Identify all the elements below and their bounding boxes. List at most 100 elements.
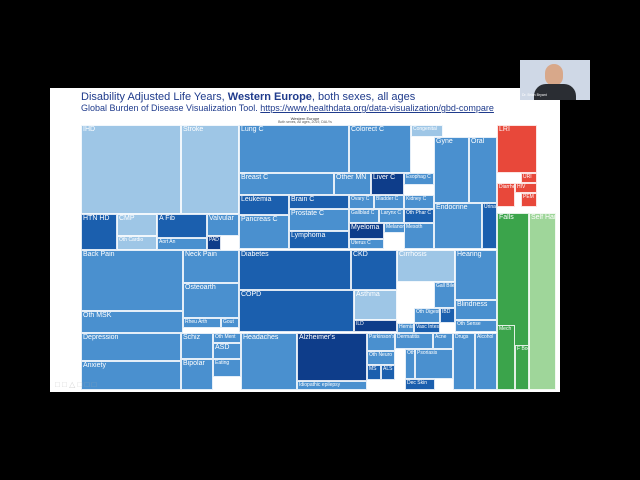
treemap-cell-alcohol[interactable]: Alcohol xyxy=(475,333,497,390)
treemap-cell-ckd[interactable]: CKD xyxy=(351,250,397,290)
treemap-label-acne: Acne xyxy=(435,334,447,340)
treemap-cell-parkinsons[interactable]: Parkinson's xyxy=(367,333,395,351)
treemap-cell-ovaryc[interactable]: Ovary C xyxy=(349,195,374,209)
treemap-cell-backpain[interactable]: Back Pain xyxy=(81,250,183,311)
treemap-cell-diarrhea[interactable]: Diarrhea xyxy=(497,183,515,207)
treemap-cell-larynxc[interactable]: Larynx C xyxy=(379,209,404,223)
treemap-cell-congenital[interactable]: Congenital xyxy=(411,125,443,137)
treemap-cell-oral[interactable]: Oral xyxy=(469,137,497,203)
treemap-cell-ihd[interactable]: IHD xyxy=(81,125,181,214)
treemap-cell-hearing[interactable]: Hearing xyxy=(455,250,497,300)
source-link[interactable]: https://www.healthdata.org/data-visualiz… xyxy=(260,103,494,113)
treemap-cell-depression[interactable]: Depression xyxy=(81,333,181,361)
treemap-label-diarrhea: Diarrhea xyxy=(499,184,514,190)
treemap-cell-pad[interactable]: PAD xyxy=(207,236,221,250)
presenter-head xyxy=(545,64,563,86)
treemap-label-decskin: Dec Skin xyxy=(407,380,428,386)
treemap-cell-colorectc[interactable]: Colorect C xyxy=(349,125,411,173)
treemap-cell-dermatitis[interactable]: Dermatitis xyxy=(395,333,433,349)
treemap-cell-uterusc[interactable]: Uterus C xyxy=(349,239,384,249)
slide-subtitle: Global Burden of Disease Visualization T… xyxy=(81,103,494,113)
treemap-cell-endocrine[interactable]: Endocrine xyxy=(434,203,482,249)
treemap-cell-diabetes[interactable]: Diabetes xyxy=(239,250,351,290)
treemap-cell-lymphoma[interactable]: Lymphoma xyxy=(289,231,349,249)
treemap-cell-anxiety[interactable]: Anxiety xyxy=(81,361,181,390)
treemap-cell-gyne[interactable]: Gyne xyxy=(434,137,469,203)
treemap-cell-valvular[interactable]: Valvular xyxy=(207,214,239,236)
treemap-cell-asd[interactable]: ASD xyxy=(213,343,241,359)
treemap-cell-gallbile[interactable]: Gall Bile xyxy=(434,282,455,308)
treemap-cell-als[interactable]: ALS xyxy=(381,365,395,380)
treemap-cell-pem[interactable]: PEM xyxy=(521,193,537,207)
treemap-cell-leukemia[interactable]: Leukemia xyxy=(239,195,289,215)
treemap-label-colorectc: Colorect C xyxy=(351,126,385,133)
treemap-cell-othskin[interactable]: Oth Skin xyxy=(405,349,415,379)
treemap-cell-ild[interactable]: ILD xyxy=(354,320,397,332)
treemap-cell-cmp[interactable]: CMP xyxy=(117,214,157,236)
treemap-cell-othneuro[interactable]: Oth Neuro xyxy=(367,351,395,365)
treemap-cell-esophagc[interactable]: Esophag C xyxy=(404,173,434,185)
treemap-cell-aortan[interactable]: Aort An xyxy=(157,238,207,250)
treemap-cell-headaches[interactable]: Headaches xyxy=(241,333,297,390)
treemap-cell-othment[interactable]: Oth Ment xyxy=(213,333,241,343)
treemap-cell-mech[interactable]: Mech xyxy=(497,325,515,390)
treemap-cell-gout[interactable]: Gout xyxy=(221,318,239,328)
treemap-cell-selfharm[interactable]: Self Harm xyxy=(529,213,556,390)
treemap-cell-prostatec[interactable]: Prostate C xyxy=(289,209,349,231)
treemap-cell-asthma[interactable]: Asthma xyxy=(354,290,397,320)
treemap-cell-idiopathicepilepsy[interactable]: Idiopathic epilepsy xyxy=(297,381,367,390)
treemap-cell-kidneyc[interactable]: Kidney C xyxy=(404,195,434,209)
treemap-cell-liverc[interactable]: Liver C xyxy=(371,173,404,195)
treemap-label-headaches: Headaches xyxy=(243,334,279,341)
treemap-cell-acne[interactable]: Acne xyxy=(433,333,453,349)
treemap-cell-myeloma[interactable]: Myeloma xyxy=(349,223,384,239)
treemap-cell-pancreasc[interactable]: Pancreas C xyxy=(239,215,289,249)
treemap-cell-othdigest[interactable]: Oth Digest xyxy=(414,308,440,323)
treemap-label-pancreasc: Pancreas C xyxy=(241,216,278,223)
treemap-chart: IHD Stroke Lung C Colorect C Congenital HTN H… xyxy=(81,125,556,390)
treemap-cell-othpharyc[interactable]: Oth Phar C xyxy=(404,209,434,223)
treemap-cell-stroke[interactable]: Stroke xyxy=(181,125,239,214)
treemap-cell-eating[interactable]: Eating xyxy=(213,359,241,377)
treemap-cell-afib[interactable]: A Fib xyxy=(157,214,207,238)
treemap-cell-psoriasis[interactable]: Psoriasis xyxy=(415,349,453,379)
treemap-cell-rheuarth[interactable]: Rheu Arth xyxy=(183,318,221,328)
treemap-label-congenital: Congenital xyxy=(413,126,437,132)
treemap-label-othneuro: Oth Neuro xyxy=(369,352,393,358)
treemap-cell-othmsk[interactable]: Oth MSK xyxy=(81,311,183,333)
treemap-cell-neckpain[interactable]: Neck Pain xyxy=(183,250,239,283)
treemap-cell-decskin[interactable]: Dec Skin xyxy=(405,379,435,390)
treemap-label-gyne: Gyne xyxy=(436,138,453,145)
treemap-label-pem: PEM xyxy=(523,194,534,200)
treemap-cell-breastc[interactable]: Breast C xyxy=(239,173,334,195)
treemap-cell-blindness[interactable]: Blindness xyxy=(455,300,497,320)
treemap-cell-copd[interactable]: COPD xyxy=(239,290,354,332)
treemap-label-htnhd: HTN HD xyxy=(83,215,110,222)
treemap-cell-hernia[interactable]: Hernia xyxy=(397,323,414,333)
treemap-cell-ms[interactable]: MS xyxy=(367,365,381,380)
treemap-cell-othermn[interactable]: Other MN xyxy=(334,173,371,195)
treemap-cell-bladderc[interactable]: Bladder C xyxy=(374,195,404,209)
treemap-cell-ibd[interactable]: IBD xyxy=(440,308,455,323)
treemap-cell-osteoarth[interactable]: Osteoarth xyxy=(183,283,239,318)
treemap-cell-uri[interactable]: URI xyxy=(521,173,537,183)
treemap-cell-alzheimers[interactable]: Alzheimer's xyxy=(297,333,367,381)
treemap-cell-schiz[interactable]: Schiz xyxy=(181,333,213,359)
treemap-cell-mesoth[interactable]: Mesoth xyxy=(404,223,434,249)
treemap-cell-htnhd[interactable]: HTN HD xyxy=(81,214,117,250)
treemap-cell-drugs[interactable]: Drugs xyxy=(453,333,475,390)
treemap-cell-bipolar[interactable]: Bipolar xyxy=(181,359,213,390)
treemap-cell-othsense[interactable]: Oth Sense xyxy=(455,320,497,332)
treemap-cell-urinary[interactable]: Urinary xyxy=(482,203,497,249)
treemap-cell-cirrhosis[interactable]: Cirrhosis xyxy=(397,250,455,282)
treemap-cell-lri[interactable]: LRI xyxy=(497,125,537,173)
subtitle-text: Global Burden of Disease Visualization T… xyxy=(81,103,261,113)
treemap-cell-lungc[interactable]: Lung C xyxy=(239,125,349,173)
treemap-label-ild: ILD xyxy=(356,321,364,327)
treemap-cell-brainc[interactable]: Brain C xyxy=(289,195,349,209)
treemap-cell-vascintest[interactable]: Vasc Intest xyxy=(414,323,440,333)
treemap-cell-froad[interactable]: F Body xyxy=(515,345,529,390)
treemap-cell-hiv[interactable]: HIV xyxy=(515,183,537,193)
treemap-cell-othcardio[interactable]: Oth Cardio xyxy=(117,236,157,250)
treemap-cell-gallbladc[interactable]: Gallblad C xyxy=(349,209,379,223)
